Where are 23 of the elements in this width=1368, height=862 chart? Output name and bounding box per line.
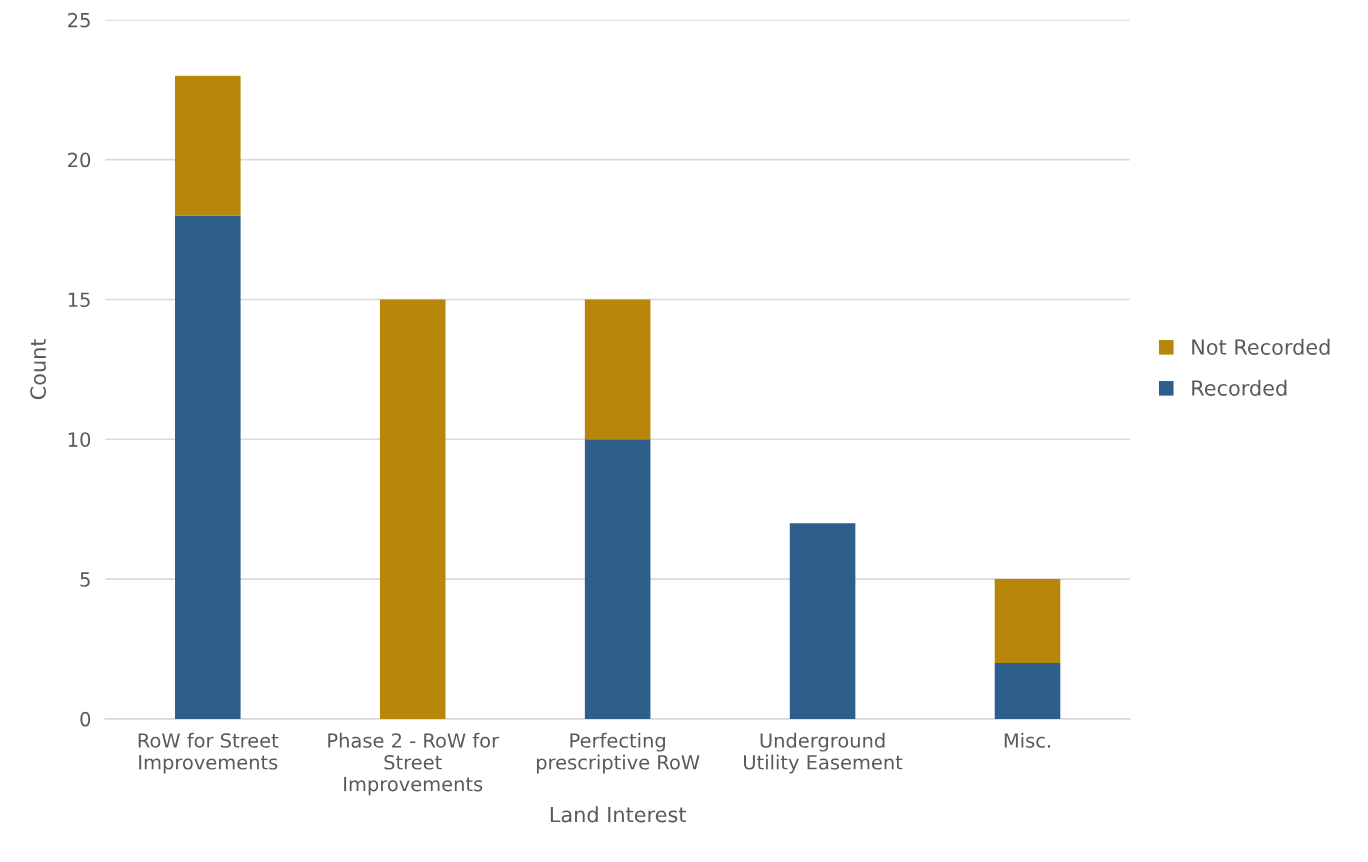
bar bbox=[789, 523, 856, 719]
x-axis-title: Land Interest bbox=[550, 806, 686, 823]
bar bbox=[584, 439, 651, 719]
x-tick-label: Underground Utility Easement bbox=[744, 732, 903, 774]
y-tick-label: 5 bbox=[80, 572, 90, 587]
bar bbox=[994, 662, 1061, 719]
x-tick-label: RoW for Street Improvements bbox=[138, 732, 279, 774]
y-tick-label: 25 bbox=[68, 12, 90, 28]
y-tick-label: 20 bbox=[68, 152, 91, 168]
bar bbox=[379, 299, 446, 719]
x-tick-label: Misc. bbox=[1004, 732, 1050, 748]
x-tick-label: Phase 2 - RoW for Street Improvements bbox=[328, 732, 500, 796]
x-tick-label: Perfecting prescriptive RoW bbox=[536, 732, 700, 774]
bar bbox=[175, 215, 241, 719]
y-axis-title: Count bbox=[30, 338, 46, 400]
legend-label: Recorded bbox=[1192, 379, 1287, 396]
legend-label: Not Recorded bbox=[1192, 338, 1330, 355]
y-tick-label: 10 bbox=[68, 432, 91, 447]
bar bbox=[584, 299, 651, 440]
bar bbox=[994, 579, 1061, 663]
bar bbox=[175, 75, 241, 216]
y-tick-label: 0 bbox=[80, 711, 91, 727]
y-tick-label: 15 bbox=[68, 292, 90, 308]
